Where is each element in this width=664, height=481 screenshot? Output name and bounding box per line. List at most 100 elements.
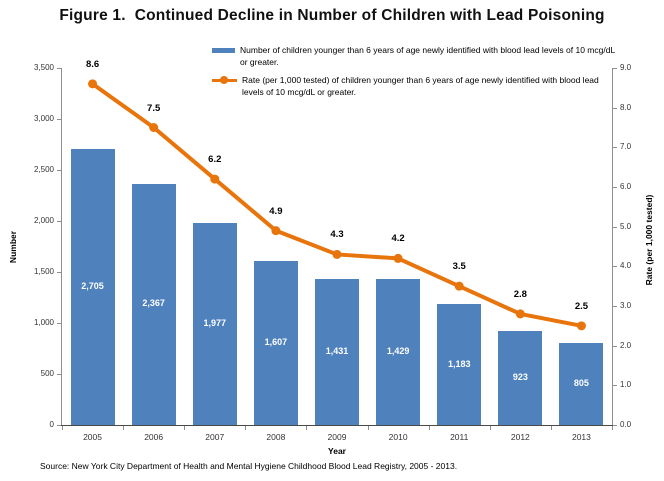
right-axis-tick-label: 6.0 <box>620 182 632 191</box>
x-axis-tick <box>550 426 552 430</box>
bar-2010 <box>376 279 421 425</box>
bar-value-label-2007: 1,977 <box>203 318 227 329</box>
bar-2009 <box>315 279 359 425</box>
right-axis-tick <box>613 107 617 109</box>
left-axis-tick <box>57 374 61 375</box>
line-marker-2010 <box>393 253 403 263</box>
left-axis-tick-label: 3,500 <box>33 63 54 72</box>
x-axis-tick-label: 2013 <box>571 432 591 442</box>
left-axis-tick <box>57 68 61 69</box>
x-axis-tick <box>62 426 63 430</box>
x-axis-tick-label: 2011 <box>450 432 469 442</box>
line-marker-2006 <box>149 123 159 132</box>
x-axis-tick <box>367 426 369 430</box>
bar-value-label-2011: 1,183 <box>447 358 471 369</box>
x-axis-tick <box>306 426 308 430</box>
left-axis-tick <box>57 323 61 324</box>
x-axis-tick-label: 2012 <box>510 432 530 442</box>
legend-label-rate-series: Rate (per 1,000 tested) of children youn… <box>242 75 599 97</box>
right-axis-tick <box>613 306 617 307</box>
x-axis-tick <box>612 426 613 430</box>
x-axis-tick-label: 2007 <box>205 432 225 442</box>
right-axis-tick <box>613 226 617 228</box>
bar-value-label-2010: 1,429 <box>386 346 410 357</box>
bar-value-label-2005: 2,705 <box>81 281 104 292</box>
bar-2008 <box>253 261 298 425</box>
figure-title: Figure 1. Continued Decline in Number of… <box>59 7 605 24</box>
left-axis-tick-label: 3,000 <box>33 114 54 123</box>
rate-line <box>90 81 584 328</box>
bar-series-swatch-icon <box>212 48 235 53</box>
left-axis-tick <box>57 425 61 426</box>
bar-value-label-2013: 805 <box>573 377 589 388</box>
left-axis-tick-label: 1,500 <box>33 267 54 276</box>
x-axis-tick-label: 2010 <box>388 432 408 442</box>
legend-item-number-series: Number of children younger than 6 years … <box>212 45 620 68</box>
left-axis-title: Number <box>8 230 18 264</box>
bar-value-label-2009: 1,431 <box>325 346 349 357</box>
line-marker-2007 <box>210 174 220 184</box>
legend-label-number-series: Number of children younger than 6 years … <box>240 45 615 67</box>
bar-2011 <box>437 304 482 425</box>
x-axis-tick <box>489 426 491 430</box>
bar-2006 <box>131 183 176 425</box>
left-axis-tick <box>57 272 61 273</box>
right-axis-tick-label: 7.0 <box>620 142 632 152</box>
right-axis-tick <box>613 385 617 387</box>
left-axis-line <box>61 68 62 426</box>
right-axis-tick <box>613 147 617 149</box>
x-axis-tick <box>123 426 125 430</box>
bottom-axis-line <box>61 425 613 426</box>
bar-2007 <box>192 223 237 425</box>
right-axis-tick-label: 2.0 <box>620 340 632 350</box>
right-axis-tick-label: 1.0 <box>620 380 632 390</box>
right-axis-tick <box>613 425 617 426</box>
right-axis-tick-label: 0.0 <box>620 420 632 429</box>
rate-label-2009: 4.3 <box>330 229 344 241</box>
bar-value-label-2012: 923 <box>512 371 528 382</box>
right-axis-tick-label: 9.0 <box>620 63 632 72</box>
right-axis-tick <box>613 266 617 268</box>
legend-item-rate-series: Rate (per 1,000 tested) of children youn… <box>212 75 620 98</box>
line-marker-2005 <box>88 79 98 89</box>
right-axis-tick-label: 8.0 <box>620 102 632 112</box>
left-axis-tick-label: 1,000 <box>33 318 54 327</box>
left-axis-tick-label: 500 <box>40 369 54 378</box>
line-marker-2009 <box>332 249 342 259</box>
source-note: Source: New York City Department of Heal… <box>40 461 458 471</box>
x-axis-tick-label: 2008 <box>266 432 286 442</box>
x-axis-tick <box>245 426 247 430</box>
x-axis-tick-label: 2009 <box>327 432 347 442</box>
rate-label-2005: 8.6 <box>85 58 100 70</box>
right-axis-tick-label: 3.0 <box>620 301 632 310</box>
x-axis-tick-label: 2006 <box>144 432 164 442</box>
rate-label-2011: 3.5 <box>452 261 466 273</box>
bar-2013 <box>559 342 604 425</box>
left-axis-tick-label: 0 <box>49 420 54 429</box>
rate-label-2007: 6.2 <box>208 154 222 166</box>
bar-2005 <box>70 149 115 425</box>
rate-label-2006: 7.5 <box>147 102 161 114</box>
x-axis-tick <box>428 426 430 430</box>
line-marker-2008 <box>271 226 281 236</box>
line-series-swatch-icon <box>212 76 237 84</box>
x-axis-title: Year <box>328 446 346 456</box>
right-axis-tick <box>613 345 617 347</box>
left-axis-tick <box>57 170 61 171</box>
rate-label-2008: 4.9 <box>269 205 283 217</box>
rate-label-2010: 4.2 <box>391 233 405 245</box>
left-axis-tick <box>57 221 61 222</box>
bar-value-label-2008: 1,607 <box>264 337 288 348</box>
left-axis-tick <box>57 119 61 120</box>
rate-label-2013: 2.5 <box>574 300 589 312</box>
x-axis-tick <box>184 426 186 430</box>
right-axis-tick <box>613 187 617 188</box>
right-axis-title: Rate (per 1,000 tested) <box>644 194 654 286</box>
line-marker-2012 <box>515 309 525 319</box>
left-axis-tick-label: 2,500 <box>33 165 54 174</box>
chart-legend: Number of children younger than 6 years … <box>212 45 620 105</box>
right-axis-line <box>612 68 613 426</box>
line-marker-dot-icon <box>220 76 228 84</box>
rate-label-2012: 2.8 <box>513 288 527 300</box>
